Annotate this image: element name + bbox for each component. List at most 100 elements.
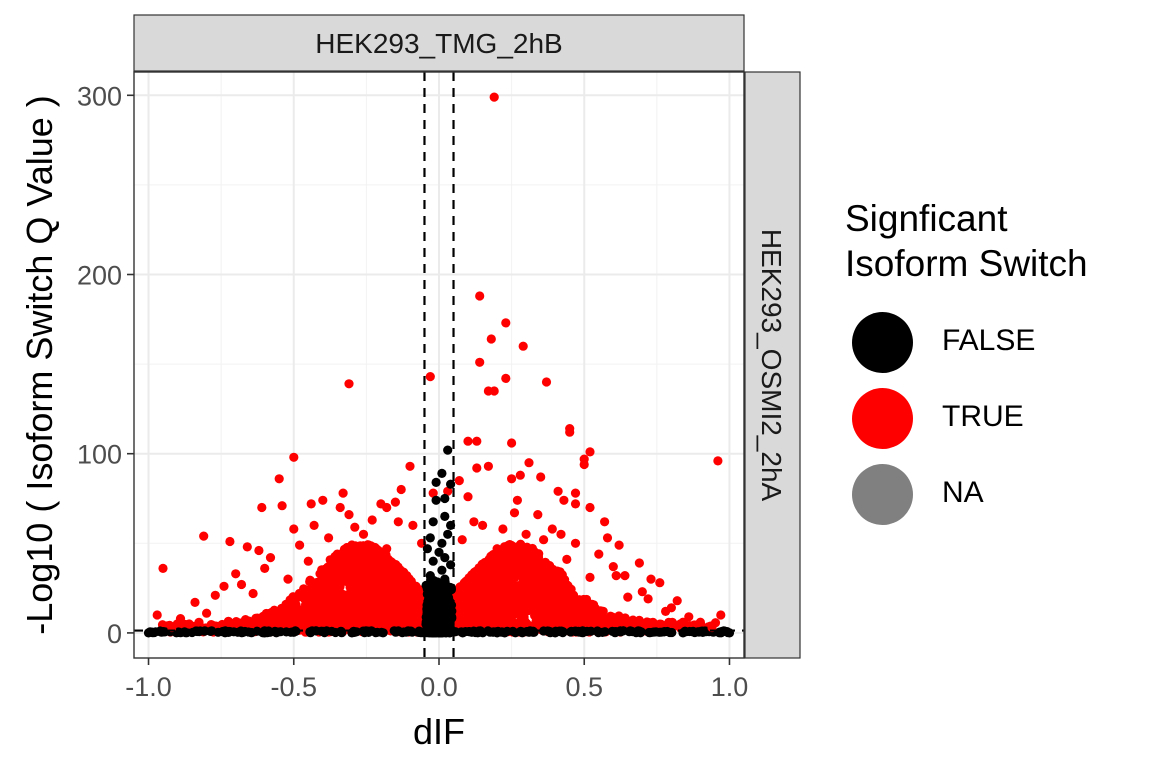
red-dense-point [289,612,299,622]
data-point-false [440,493,450,504]
black-baseline-point [270,626,280,637]
data-point-true [469,517,479,527]
data-point-true [318,495,328,505]
red-dense-point [510,604,520,615]
red-dense-point [305,576,316,586]
data-point-false [443,445,453,455]
red-dense-point [524,586,535,596]
data-point-true [559,495,569,505]
red-dense-point [338,558,348,568]
data-point-true [509,508,520,518]
black-baseline-point [694,627,704,637]
black-baseline-point [391,627,401,637]
red-dense-point [397,584,407,594]
data-point-true [562,554,572,565]
red-dense-point [539,605,549,616]
black-baseline-point [207,626,217,636]
data-point-true [521,529,531,539]
red-dense-point [314,579,324,589]
red-dense-point [527,604,537,615]
red-dense-point [481,592,491,602]
red-dense-point [567,607,577,618]
red-dense-point [387,558,398,568]
red-dense-point [462,587,472,597]
data-point-true [547,524,557,534]
red-dense-point [472,604,482,614]
data-point-false [440,574,450,584]
red-dense-point [395,573,405,583]
data-point-true [541,377,552,387]
data-point-true [283,574,293,584]
data-point-true [483,386,493,396]
data-point-true [344,379,354,389]
red-dense-point [316,589,326,599]
data-point-true [643,594,653,604]
data-point-true [501,373,511,383]
data-point-true [408,520,418,531]
red-dense-point [491,609,502,619]
y-tick-label: 200 [77,261,122,291]
data-point-true [472,436,482,446]
red-dense-point [354,551,364,562]
black-baseline-point [225,626,235,637]
data-point-true [695,617,706,627]
data-point-false [431,495,441,505]
red-dense-point [268,609,278,619]
data-point-true [713,456,723,466]
legend-item-true: TRUE [845,380,1145,456]
red-dense-point [305,609,315,620]
data-point-true [219,581,229,591]
y-tick-label: 100 [77,440,122,470]
data-point-false [431,477,441,487]
red-dense-point [354,559,364,569]
data-point-true [486,334,496,344]
red-dense-point [500,599,510,609]
red-dense-point [322,573,332,583]
black-center-point [444,596,455,606]
black-baseline-point [510,628,520,638]
black-center-point [440,602,450,613]
data-point-true [274,474,284,484]
data-point-true [614,540,624,550]
y-tick-label: 300 [77,81,122,111]
data-point-true [332,549,342,559]
data-point-true [152,610,162,620]
black-baseline-point [624,627,634,637]
data-point-true [492,544,502,554]
black-baseline-point [240,626,250,637]
data-point-true [364,545,374,556]
data-point-true [367,515,377,525]
data-point-true [396,484,406,495]
red-dense-point [531,563,541,573]
red-dense-point [517,568,527,579]
data-point-true [536,472,546,482]
red-dense-point [473,590,483,600]
data-point-true [646,574,656,584]
data-point-true [570,488,581,498]
data-point-false [428,556,438,566]
data-point-true [199,531,209,541]
black-baseline-point [305,627,315,637]
data-point-true [202,608,212,618]
data-point-false [437,468,447,478]
red-dense-point [556,569,566,579]
red-dense-point [410,595,420,605]
red-dense-point [315,569,325,579]
red-dense-point [335,601,345,612]
red-dense-point [460,609,470,619]
data-point-true [475,291,485,301]
red-dense-point [594,609,604,620]
red-dense-point [354,568,364,578]
legend-title-line-1: Signficant [845,198,1008,239]
right-facet-strip [744,71,801,659]
red-dense-point [521,545,532,555]
data-point-true [518,341,528,351]
red-dense-point [283,600,294,611]
red-dense-point [559,590,569,600]
red-dense-point [495,578,505,589]
data-point-true [303,556,313,566]
black-baseline-point [182,628,192,638]
data-point-true [425,372,435,382]
x-tick-label: 0.0 [420,672,458,702]
